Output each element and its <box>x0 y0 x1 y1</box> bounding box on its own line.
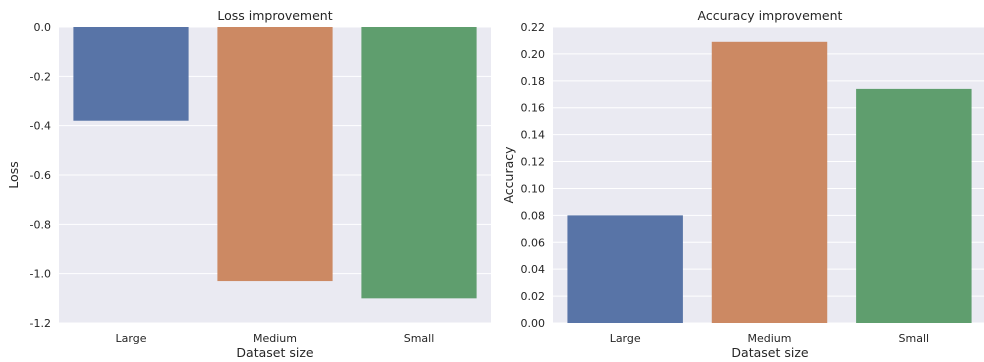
loss-chart: 0.0 -0.2 -0.4 -0.6 -0.8 -1.0 -1.2 Large Medium S… <box>6 8 491 360</box>
loss-y-tick-label: -0.6 <box>30 169 51 182</box>
accuracy-x-axis-label: Dataset size <box>731 345 808 360</box>
accuracy-x-tick-label: Medium <box>748 332 792 345</box>
accuracy-bar-small <box>856 88 972 324</box>
loss-bar-small <box>361 27 477 299</box>
loss-bar-large <box>73 27 189 121</box>
loss-y-tick-label: -1.2 <box>30 317 51 330</box>
loss-y-tick-label: -1.0 <box>30 268 51 281</box>
accuracy-y-axis-label: Accuracy <box>501 146 516 204</box>
accuracy-bars <box>567 41 972 324</box>
accuracy-y-tick-label: 0.02 <box>521 290 546 303</box>
accuracy-bar-large <box>567 215 683 323</box>
accuracy-x-tick-label: Large <box>610 332 641 345</box>
accuracy-y-ticks: 0.22 0.20 0.18 0.16 0.14 0.12 0.10 0.08 0.06 0.04… <box>521 21 546 330</box>
accuracy-y-tick-label: 0.08 <box>521 209 546 222</box>
accuracy-y-tick-label: 0.10 <box>521 182 546 195</box>
loss-chart-title: Loss improvement <box>217 8 332 23</box>
accuracy-y-tick-label: 0.18 <box>521 75 546 88</box>
accuracy-y-tick-label: 0.00 <box>521 317 546 330</box>
loss-x-axis-label: Dataset size <box>236 345 313 360</box>
accuracy-chart: 0.22 0.20 0.18 0.16 0.14 0.12 0.10 0.08 0.06 0.04… <box>501 8 984 360</box>
loss-y-tick-label: -0.4 <box>30 120 51 133</box>
accuracy-y-tick-label: 0.16 <box>521 102 546 115</box>
accuracy-y-tick-label: 0.22 <box>521 21 546 34</box>
accuracy-chart-title: Accuracy improvement <box>698 8 843 23</box>
loss-x-ticks: Large Medium Small <box>116 332 435 345</box>
loss-y-axis-label: Loss <box>6 161 21 188</box>
accuracy-x-ticks: Large Medium Small <box>610 332 929 345</box>
accuracy-x-tick-label: Small <box>899 332 930 345</box>
loss-x-tick-label: Small <box>404 332 435 345</box>
loss-y-tick-label: 0.0 <box>34 21 52 34</box>
loss-y-tick-label: -0.8 <box>30 218 51 231</box>
accuracy-y-tick-label: 0.12 <box>521 156 546 169</box>
loss-y-tick-label: -0.2 <box>30 70 51 83</box>
loss-y-ticks: 0.0 -0.2 -0.4 -0.6 -0.8 -1.0 -1.2 <box>30 21 51 330</box>
accuracy-y-tick-label: 0.14 <box>521 129 546 142</box>
accuracy-y-tick-label: 0.04 <box>521 263 546 276</box>
loss-bars <box>73 27 477 299</box>
accuracy-y-tick-label: 0.20 <box>521 48 546 61</box>
loss-x-tick-label: Large <box>116 332 147 345</box>
loss-x-tick-label: Medium <box>253 332 297 345</box>
loss-bar-medium <box>217 27 333 282</box>
accuracy-y-tick-label: 0.06 <box>521 236 546 249</box>
accuracy-bar-medium <box>711 41 828 324</box>
